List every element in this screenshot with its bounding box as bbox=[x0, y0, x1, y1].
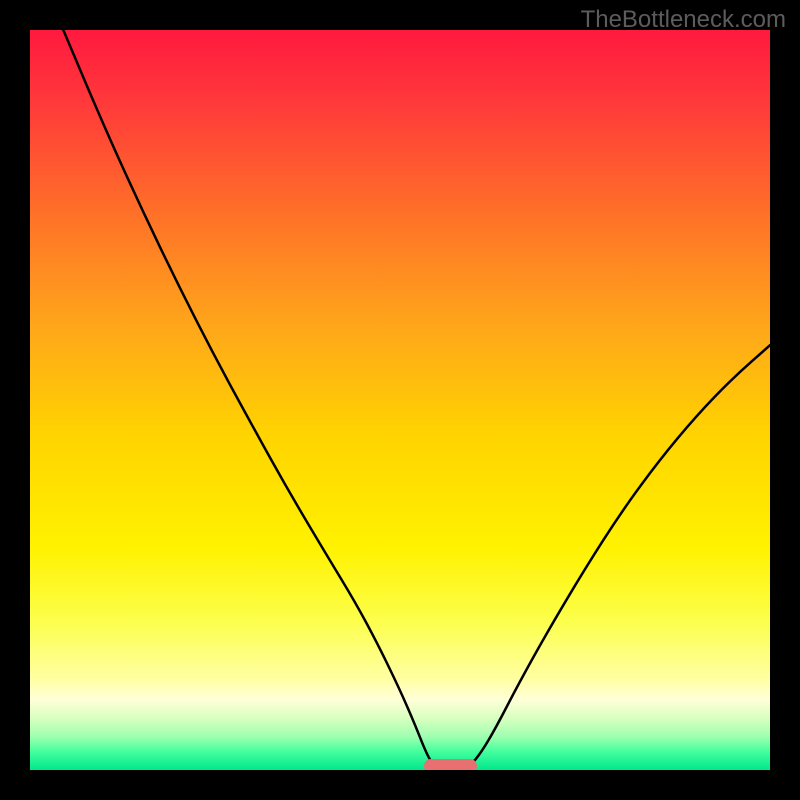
bottleneck-curve bbox=[30, 30, 770, 770]
minimum-marker bbox=[424, 759, 477, 770]
chart-frame: TheBottleneck.com bbox=[0, 0, 800, 800]
watermark-text: TheBottleneck.com bbox=[581, 6, 786, 34]
plot-area bbox=[30, 30, 770, 770]
